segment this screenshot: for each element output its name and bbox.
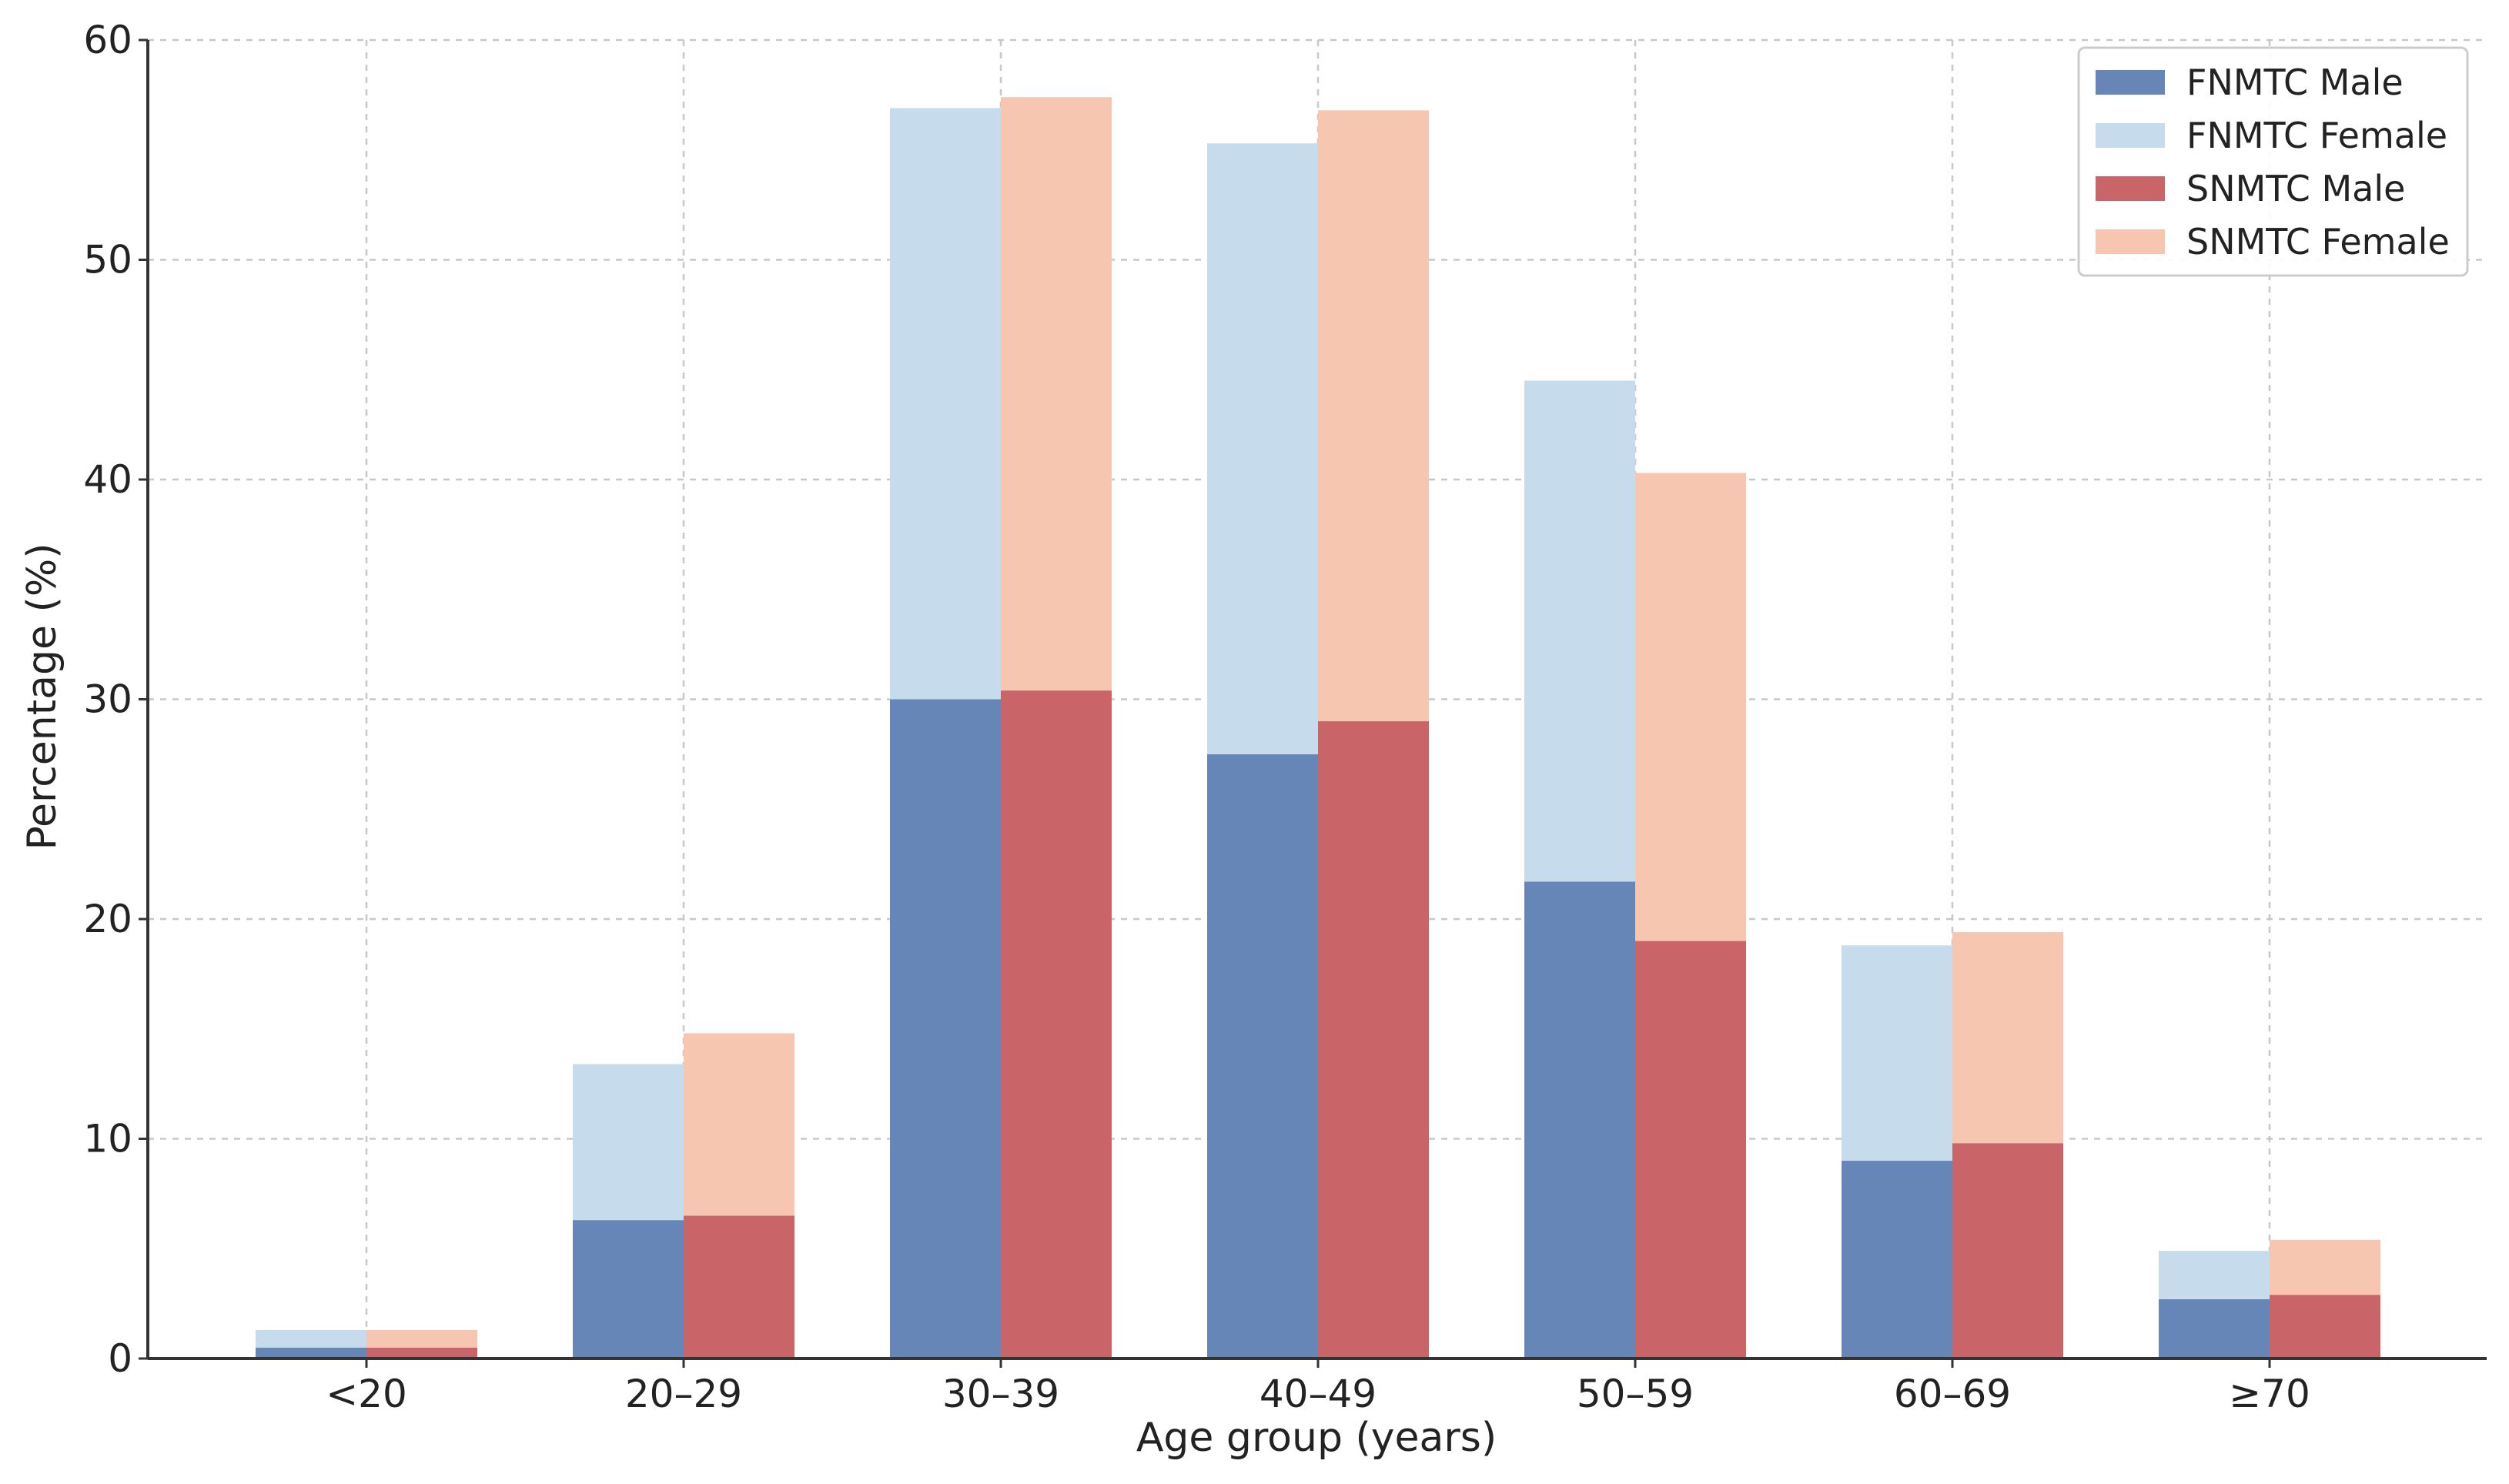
x-ticks: <20 20–29 30–39 40–49 50–59 60–69 ≥70 [326,1359,2310,1416]
y-tick-label: 10 [83,1117,132,1161]
y-tick-label: 30 [83,677,132,722]
y-ticks: 0 10 20 30 40 50 60 [83,18,148,1381]
bar-fnmtc-female [1207,143,1318,754]
bar-fnmtc-female [2159,1251,2270,1299]
legend-frame [2077,46,2469,277]
bar-snmtc-male [2270,1295,2380,1359]
x-tick-label: 40–49 [1260,1372,1377,1416]
y-tick-label: 50 [83,238,132,282]
bar-snmtc-female [1318,110,1429,722]
legend: FNMTC Male FNMTC Female SNMTC Male SNMTC Fe… [2077,46,2469,277]
bar-fnmtc-female [573,1064,684,1221]
bar-fnmtc-male [1842,1161,1952,1359]
bar-fnmtc-female [256,1329,366,1348]
bar-snmtc-male [1635,941,1746,1359]
x-tick-label: 20–29 [625,1372,742,1416]
bar-snmtc-male [1318,721,1429,1359]
bar-snmtc-female [2270,1239,2380,1295]
x-tick-label: 50–59 [1577,1372,1694,1416]
y-tick-label: 0 [108,1336,132,1381]
y-tick-label: 40 [83,457,132,502]
legend-label: SNMTC Male [2186,168,2405,209]
legend-swatch [2096,70,2165,95]
bar-snmtc-female [1635,473,1746,941]
bars [256,97,2380,1359]
bar-snmtc-female [684,1033,795,1216]
bar-fnmtc-male [256,1347,366,1359]
legend-label: SNMTC Female [2186,221,2450,262]
bar-snmtc-male [1952,1143,2063,1359]
bar-fnmtc-female [890,108,1001,700]
bar-snmtc-female [1952,932,2063,1144]
x-tick-label: 30–39 [942,1372,1059,1416]
bar-fnmtc-female [1842,945,1952,1161]
bar-fnmtc-female [1524,380,1635,882]
legend-label: FNMTC Female [2186,115,2447,156]
bar-snmtc-female [1001,97,1112,691]
legend-swatch [2096,176,2165,201]
bar-snmtc-male [1001,690,1112,1359]
bar-fnmtc-male [890,699,1001,1359]
x-tick-label: ≥70 [2229,1372,2310,1416]
x-tick-label: <20 [326,1372,407,1416]
bar-fnmtc-male [2159,1298,2270,1359]
bar-fnmtc-male [573,1220,684,1359]
legend-swatch [2096,229,2165,254]
y-tick-label: 20 [83,897,132,941]
y-axis-label: Percentage (%) [19,543,65,850]
bar-snmtc-female [366,1329,477,1348]
bar-snmtc-male [684,1215,795,1359]
legend-swatch [2096,123,2165,148]
x-axis-label: Age group (years) [1136,1415,1497,1461]
legend-label: FNMTC Male [2186,62,2404,103]
y-tick-label: 60 [83,18,132,62]
bar-snmtc-male [366,1347,477,1359]
bar-fnmtc-male [1524,881,1635,1359]
bar-fnmtc-male [1207,754,1318,1359]
x-tick-label: 60–69 [1894,1372,2011,1416]
